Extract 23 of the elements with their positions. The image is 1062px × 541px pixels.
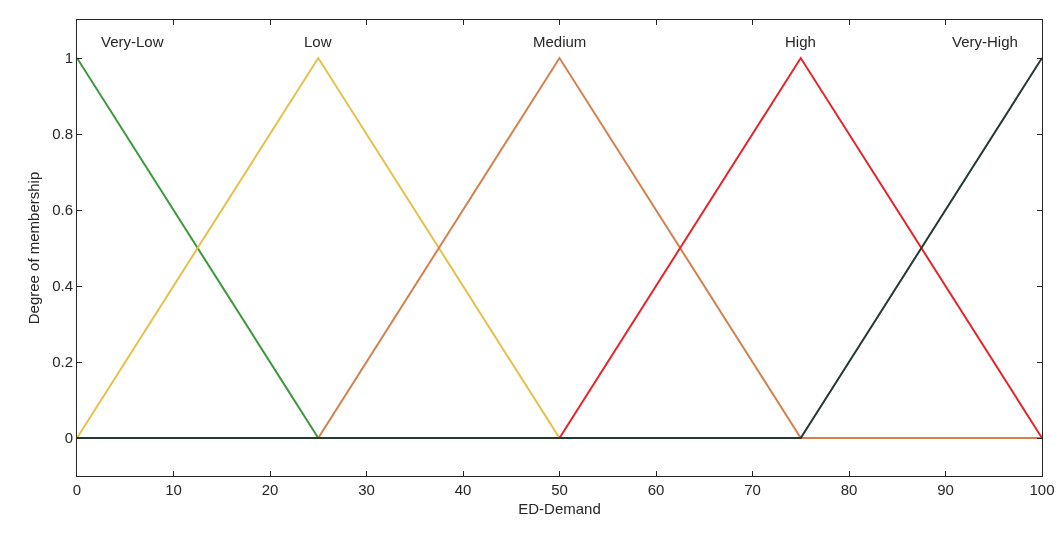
series-label: Very-Low	[101, 33, 164, 50]
x-tick-label: 80	[840, 481, 858, 498]
x-tick-label: 90	[937, 481, 954, 498]
x-tick-label: 60	[647, 481, 665, 498]
series-label: Low	[304, 33, 332, 50]
x-tick-label: 50	[551, 481, 568, 498]
y-tick-label: 0	[64, 429, 73, 447]
y-tick-label: 1	[64, 49, 73, 67]
y-tick-label: 0.8	[52, 125, 73, 143]
series-label: Medium	[533, 33, 587, 50]
series-label: High	[785, 33, 816, 50]
x-tick-label: 100	[1029, 481, 1055, 498]
series-label: Very-High	[952, 33, 1018, 50]
x-tick-label: 10	[165, 481, 182, 498]
x-tick-label: 20	[261, 481, 279, 498]
x-tick-label: 70	[744, 481, 761, 498]
y-tick-label: 0.6	[52, 201, 73, 219]
x-tick-label: 40	[454, 481, 472, 498]
y-tick-label: 0.2	[52, 353, 73, 371]
x-axis-title: ED-Demand	[518, 500, 601, 517]
y-tick-label: 0.4	[52, 277, 73, 295]
x-tick-label: 30	[358, 481, 375, 498]
y-axis-title: Degree of membership	[25, 171, 43, 325]
